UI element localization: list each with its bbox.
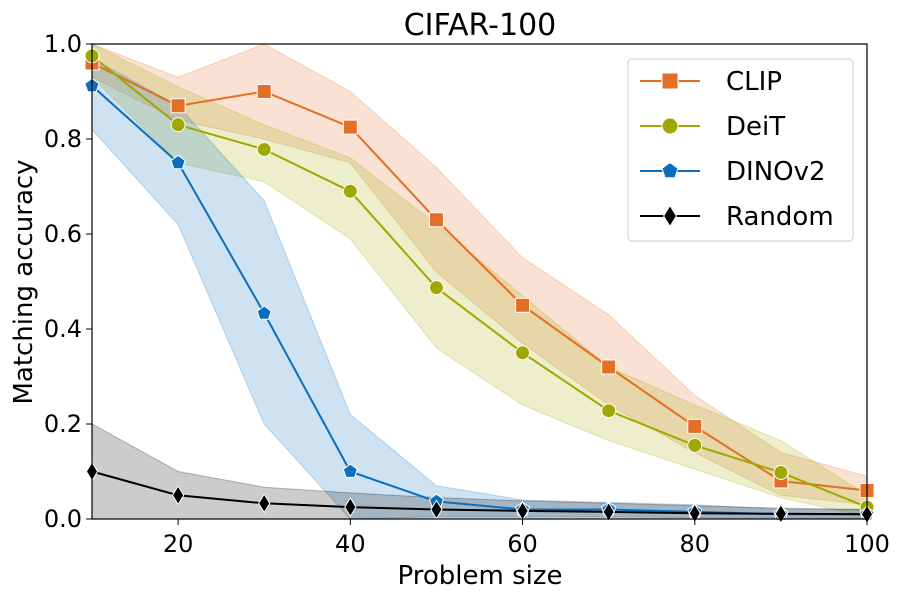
legend-label-random: Random	[726, 202, 834, 232]
deit-line	[91, 55, 868, 509]
x-axis-label: Problem size	[398, 561, 563, 591]
clip-point	[342, 119, 358, 135]
clip-point	[428, 212, 444, 228]
y-tick-label: 0.2	[44, 410, 82, 438]
deit-point	[342, 183, 358, 199]
random-point	[171, 485, 185, 506]
y-tick-label: 0.4	[44, 315, 82, 343]
random-point	[344, 497, 357, 518]
series-lines	[91, 55, 868, 516]
dinov2-point	[256, 305, 272, 320]
clip-point	[256, 84, 272, 99]
plot-frame	[91, 43, 868, 520]
legend-marker-clip	[661, 72, 679, 90]
x-axis-ticks: 20 40 60 80 100	[163, 519, 890, 558]
x-tick-label: 40	[335, 530, 366, 558]
chart-title: CIFAR-100	[404, 8, 557, 43]
clip-point	[515, 297, 531, 313]
x-tick-label: 60	[507, 530, 538, 558]
legend-marker-deit	[661, 117, 679, 135]
clip-point	[601, 359, 617, 375]
deit-point	[170, 117, 186, 133]
clip-point	[170, 98, 186, 114]
random-point	[258, 493, 271, 514]
y-tick-label: 0.8	[44, 125, 82, 153]
dinov2-point	[170, 154, 186, 170]
deit-point	[428, 280, 444, 296]
clip-point	[687, 418, 703, 434]
deit-point	[773, 464, 789, 480]
deit-point	[687, 437, 703, 453]
deit-point	[256, 141, 272, 157]
x-tick-label: 80	[680, 530, 711, 558]
y-axis-ticks: 0.0 0.2 0.4 0.6 0.8 1.0	[44, 30, 92, 533]
series-markers	[84, 48, 875, 525]
legend: CLIP DeiT DINOv2 Random	[627, 58, 854, 242]
y-tick-label: 0.0	[44, 505, 82, 533]
random-point	[602, 501, 615, 522]
deit-point	[601, 403, 617, 419]
legend-label-dinov2: DINOv2	[726, 157, 826, 187]
deit-point	[515, 345, 531, 361]
legend-box	[627, 58, 854, 242]
legend-label-clip: CLIP	[726, 67, 782, 97]
legend-marker-dinov2	[661, 161, 679, 179]
y-tick-label: 1.0	[44, 30, 82, 58]
random-point	[774, 503, 788, 524]
random-line	[91, 470, 868, 516]
x-tick-label: 100	[844, 530, 890, 558]
y-axis-label: Matching accuracy	[9, 159, 39, 404]
y-tick-label: 0.6	[44, 220, 82, 248]
dinov2-point	[342, 463, 358, 478]
legend-marker-random	[663, 204, 677, 228]
legend-label-deit: DeiT	[726, 112, 785, 142]
x-tick-label: 20	[163, 530, 194, 558]
clip-line	[91, 62, 868, 492]
